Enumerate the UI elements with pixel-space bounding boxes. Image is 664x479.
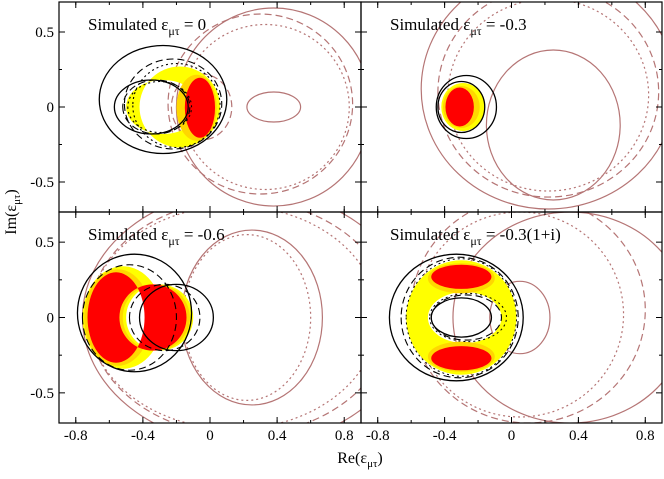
- panel-4-title: Simulated εμτ = -0.3(1+i): [390, 225, 561, 248]
- panel-4: Simulated εμτ = -0.3(1+i): [361, 212, 662, 423]
- brown-contour-solid: [175, 7, 361, 207]
- x-tick-label: -0.4: [433, 428, 457, 444]
- title-suffix: = -0.3: [482, 15, 527, 34]
- contour-dotted: [127, 63, 221, 148]
- y-tick-label: -0.5: [30, 386, 54, 402]
- brown-contour-dashed: [88, 212, 361, 423]
- x-tick-label: 0.8: [636, 428, 655, 444]
- region-inner-fill: [87, 272, 187, 363]
- y-tick-label: 0: [47, 100, 55, 116]
- x-tick-label: 0.8: [335, 428, 354, 444]
- title-prefix: Simulated ε: [390, 225, 470, 244]
- x-tick-label: 0: [508, 428, 516, 444]
- panel-1: Simulated εμτ = 0: [59, 2, 361, 212]
- region-inner-fill-bottom: [431, 346, 492, 371]
- title-subscript: μτ: [168, 24, 179, 38]
- title-subscript: μτ: [470, 234, 481, 248]
- x-tick-label: -0.4: [131, 428, 155, 444]
- x-tick-label: -0.8: [366, 428, 390, 444]
- ticks-layer: -0.5 0 0.5 -0.8 -0.4 0 0.4 0.8 -0.5 0 0.5 -0.8 -0.4 0…: [30, 2, 662, 444]
- region-inner-fill: [184, 77, 216, 138]
- title-prefix: Simulated ε: [390, 15, 470, 34]
- title-suffix: = 0: [180, 15, 207, 34]
- title-suffix: = -0.3(1+i): [482, 225, 561, 244]
- title-prefix: Simulated ε: [88, 225, 168, 244]
- title-subscript: μτ: [168, 234, 179, 248]
- contour-solid: [76, 253, 215, 373]
- title-suffix: = -0.6: [180, 225, 225, 244]
- panel-background: [361, 2, 662, 212]
- brown-lower-loop: [485, 49, 621, 201]
- brown-contour-solid: [452, 212, 662, 423]
- x-tick-label: 0.4: [268, 428, 287, 444]
- y-tick-label: 0: [47, 311, 55, 327]
- contour-solid-inner: [437, 80, 486, 134]
- brown-contour-dotted: [180, 23, 350, 191]
- brown-inner-loop: [246, 91, 302, 123]
- title-prefix: Simulated ε: [88, 15, 168, 34]
- panel-3-title: Simulated εμτ = -0.6: [88, 225, 225, 248]
- contour-solid: [98, 44, 228, 155]
- y-tick-label: 0.5: [35, 235, 54, 251]
- brown-inner-solid: [180, 229, 324, 406]
- brown-contour-dotted: [447, 2, 650, 192]
- brown-contour-solid: [420, 2, 662, 210]
- contour-solid: [388, 253, 524, 382]
- panel-2: Simulated εμτ = -0.3: [361, 2, 662, 212]
- x-tick-label: 0: [206, 428, 214, 444]
- y-tick-label: 0.5: [35, 25, 54, 41]
- brown-contour-dashed: [167, 13, 354, 195]
- x-tick-label: -0.8: [64, 428, 88, 444]
- region-inner-fill: [445, 87, 474, 127]
- panels-layer: Simulated εμτ = 0 Simulated εμτ = -0.3Sim…: [59, 2, 662, 423]
- brown-inner-dotted: [182, 233, 312, 402]
- panel-3: Simulated εμτ = -0.6: [59, 212, 361, 423]
- x-axis-label: Re(εμτ): [337, 450, 382, 470]
- region-outer-fill: [406, 260, 517, 375]
- contour-dashed: [400, 256, 519, 379]
- contour-solid-outer: [435, 74, 498, 140]
- x-tick-label: 0.4: [569, 428, 588, 444]
- contour-dashed: [81, 264, 201, 371]
- region-inner-fill-top: [431, 264, 492, 289]
- brown-contour-dashed: [410, 212, 646, 423]
- y-axis-label: Im(εμτ): [3, 189, 23, 234]
- title-subscript: μτ: [470, 24, 481, 38]
- y-tick-label: -0.5: [30, 175, 54, 191]
- panel-2-title: Simulated εμτ = -0.3: [390, 15, 527, 38]
- contour-dashed: [122, 58, 223, 150]
- panel-1-title: Simulated εμτ = 0: [88, 15, 206, 38]
